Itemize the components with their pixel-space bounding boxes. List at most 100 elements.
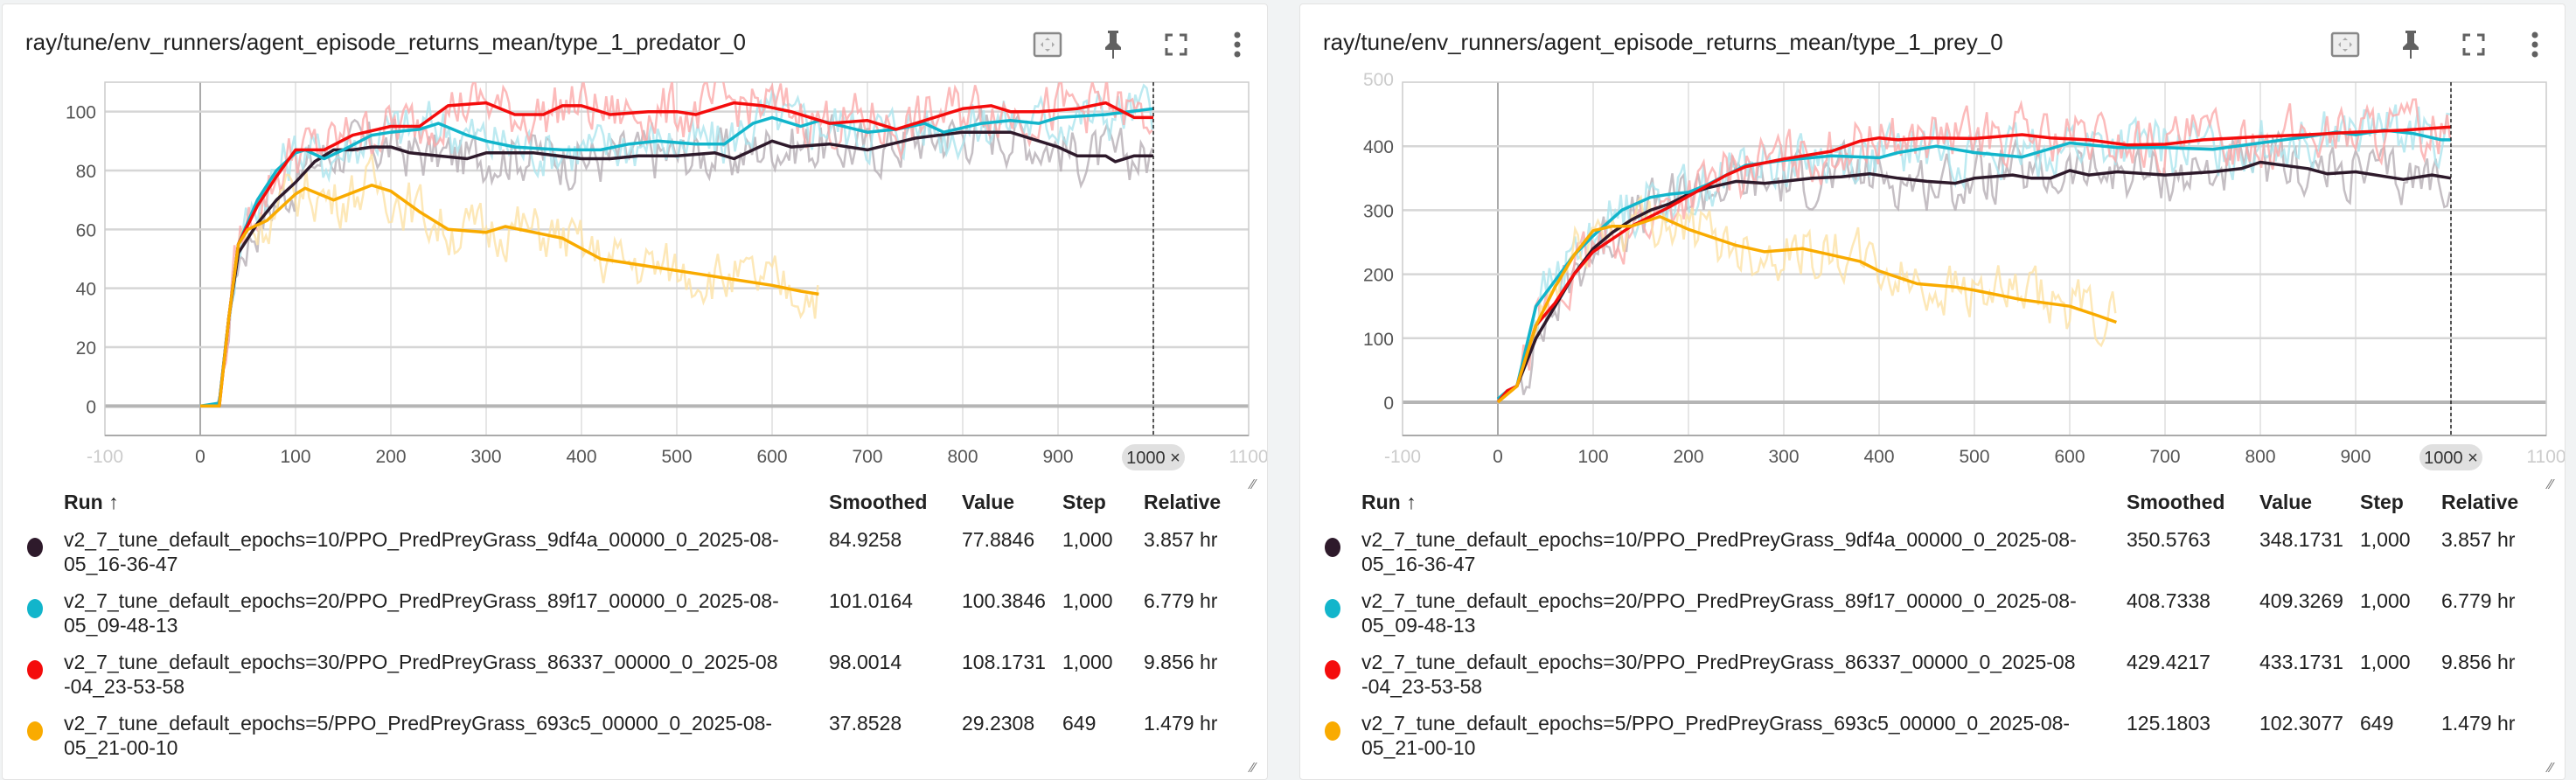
- raw-series-line: [1497, 194, 2117, 403]
- resize-handle-icon[interactable]: ⁄⁄: [2548, 761, 2553, 776]
- smoothed-series-line[interactable]: [200, 130, 1153, 408]
- relative-cell: 1.479 hr: [1144, 712, 1218, 735]
- y-tick-label: 0: [86, 397, 96, 417]
- step-marker-label[interactable]: 1000 ×: [1126, 449, 1180, 468]
- smoothed-series-line[interactable]: [1496, 214, 2117, 404]
- y-tick-label: 60: [76, 220, 96, 240]
- run-color-dot: [27, 538, 43, 557]
- line-chart[interactable]: -100 0 100 200 300 400 500 600 700 800 900 1100 0 20 4…: [3, 4, 1267, 494]
- resize-handle-icon[interactable]: ⁄⁄: [1250, 761, 1256, 776]
- column-header-step[interactable]: Step: [2360, 491, 2404, 513]
- x-tick-label: 900: [1042, 447, 1073, 467]
- relative-cell: 6.779 hr: [1144, 589, 1218, 612]
- column-header-smoothed[interactable]: Smoothed: [829, 491, 928, 513]
- chart-title: ray/tune/env_runners/agent_episode_retur…: [25, 29, 746, 55]
- relative-cell: 6.779 hr: [2441, 589, 2516, 612]
- run-name: v2_7_tune_default_epochs=20/PPO_PredPrey…: [1361, 589, 2077, 637]
- run-name: v2_7_tune_default_epochs=30/PPO_PredPrey…: [64, 651, 778, 698]
- column-header-value[interactable]: Value: [962, 491, 1015, 513]
- x-tick-label: 900: [2340, 447, 2371, 467]
- value-cell: 102.3077: [2259, 712, 2343, 735]
- raw-series-line: [1497, 98, 2452, 403]
- smoothed-cell: 98.0014: [829, 651, 902, 673]
- y-tick-label: 500: [1363, 70, 1394, 90]
- table-row[interactable]: v2_7_tune_default_epochs=5/PPO_PredPreyG…: [1300, 711, 2565, 763]
- more-vert-icon[interactable]: [1220, 27, 1255, 62]
- x-tick-label: -100: [87, 447, 123, 467]
- x-tick-label: 500: [1959, 447, 1989, 467]
- column-header-relative[interactable]: Relative: [1144, 491, 1222, 513]
- x-tick-label: 500: [661, 447, 692, 467]
- smoothed-series-line[interactable]: [199, 107, 1154, 408]
- column-header-smoothed[interactable]: Smoothed: [2127, 491, 2225, 513]
- pin-icon[interactable]: [2393, 27, 2428, 62]
- smoothed-cell: 101.0164: [829, 589, 913, 612]
- x-tick-label: 400: [566, 447, 596, 467]
- step-marker-chip[interactable]: [2419, 444, 2482, 470]
- y-tick-label: 20: [76, 338, 96, 359]
- line-chart[interactable]: -100 0 100 200 300 400 500 600 700 800 900 1100 0 100…: [1300, 4, 2565, 494]
- run-color-dot: [27, 599, 43, 618]
- y-tick-label: 400: [1363, 137, 1394, 157]
- column-header-relative[interactable]: Relative: [2441, 491, 2519, 513]
- run-name: v2_7_tune_default_epochs=5/PPO_PredPreyG…: [1361, 712, 2071, 759]
- column-header-value[interactable]: Value: [2259, 491, 2313, 513]
- x-tick-label: 300: [470, 447, 501, 467]
- prey-chart-card: ray/tune/env_runners/agent_episode_retur…: [1299, 3, 2566, 780]
- fit-domain-icon[interactable]: [1030, 27, 1065, 62]
- column-header-run[interactable]: Run ↑: [1361, 491, 1417, 513]
- y-tick-label: 80: [76, 162, 96, 182]
- relative-cell: 1.479 hr: [2441, 712, 2516, 735]
- smoothed-series-line[interactable]: [200, 101, 1153, 408]
- y-tick-label: 40: [76, 280, 96, 300]
- fullscreen-icon[interactable]: [2456, 27, 2491, 62]
- step-marker-label[interactable]: 1000 ×: [2424, 449, 2478, 468]
- run-color-dot: [1325, 538, 1340, 557]
- run-name: v2_7_tune_default_epochs=10/PPO_PredPrey…: [1361, 528, 2077, 575]
- step-cell: 1,000: [2360, 528, 2411, 551]
- table-row[interactable]: v2_7_tune_default_epochs=30/PPO_PredPrey…: [3, 650, 1267, 702]
- relative-cell: 9.856 hr: [1144, 651, 1218, 673]
- table-row[interactable]: v2_7_tune_default_epochs=30/PPO_PredPrey…: [1300, 650, 2565, 702]
- smoothed-cell: 84.9258: [829, 528, 902, 551]
- run-color-dot: [27, 721, 43, 741]
- x-tick-label: 200: [375, 447, 406, 467]
- smoothed-cell: 350.5763: [2127, 528, 2210, 551]
- smoothed-series-line[interactable]: [1497, 160, 2452, 400]
- x-tick-label: 0: [195, 447, 205, 467]
- step-cell: 649: [2360, 712, 2394, 735]
- smoothed-series-line[interactable]: [1496, 125, 2452, 404]
- table-row[interactable]: v2_7_tune_default_epochs=5/PPO_PredPreyG…: [3, 711, 1267, 763]
- y-tick-label: 300: [1363, 201, 1394, 221]
- fullscreen-icon[interactable]: [1159, 27, 1194, 62]
- column-header-step[interactable]: Step: [1062, 491, 1106, 513]
- x-tick-label: 600: [756, 447, 787, 467]
- column-header-run[interactable]: Run ↑: [64, 491, 119, 513]
- x-tick-label: 300: [1768, 447, 1799, 467]
- relative-cell: 3.857 hr: [1144, 528, 1218, 551]
- step-cell: 1,000: [1062, 589, 1113, 612]
- run-name: v2_7_tune_default_epochs=5/PPO_PredPreyG…: [64, 712, 773, 759]
- relative-cell: 3.857 hr: [2441, 528, 2516, 551]
- table-row[interactable]: v2_7_tune_default_epochs=20/PPO_PredPrey…: [3, 588, 1267, 641]
- step-cell: 649: [1062, 712, 1097, 735]
- y-tick-label: 100: [1363, 330, 1394, 350]
- more-vert-icon[interactable]: [2517, 27, 2552, 62]
- resize-handle-icon[interactable]: ⁄⁄: [1250, 477, 1256, 492]
- fit-domain-icon[interactable]: [2328, 27, 2363, 62]
- step-cell: 1,000: [1062, 651, 1113, 673]
- table-row[interactable]: v2_7_tune_default_epochs=20/PPO_PredPrey…: [1300, 588, 2565, 641]
- chart-title: ray/tune/env_runners/agent_episode_retur…: [1323, 29, 2003, 55]
- predator-chart-card: ray/tune/env_runners/agent_episode_retur…: [2, 3, 1268, 780]
- step-marker-chip[interactable]: [1122, 444, 1185, 470]
- run-color-dot: [1325, 599, 1340, 618]
- x-tick-label: 800: [2245, 447, 2275, 467]
- x-tick-label: 400: [1863, 447, 1894, 467]
- smoothed-series-line[interactable]: [200, 184, 819, 408]
- table-row[interactable]: v2_7_tune_default_epochs=10/PPO_PredPrey…: [1300, 527, 2565, 580]
- table-row[interactable]: v2_7_tune_default_epochs=10/PPO_PredPrey…: [3, 527, 1267, 580]
- y-tick-label: 100: [66, 103, 96, 123]
- resize-handle-icon[interactable]: ⁄⁄: [2548, 477, 2553, 492]
- pin-icon[interactable]: [1096, 27, 1131, 62]
- x-tick-label: 600: [2054, 447, 2085, 467]
